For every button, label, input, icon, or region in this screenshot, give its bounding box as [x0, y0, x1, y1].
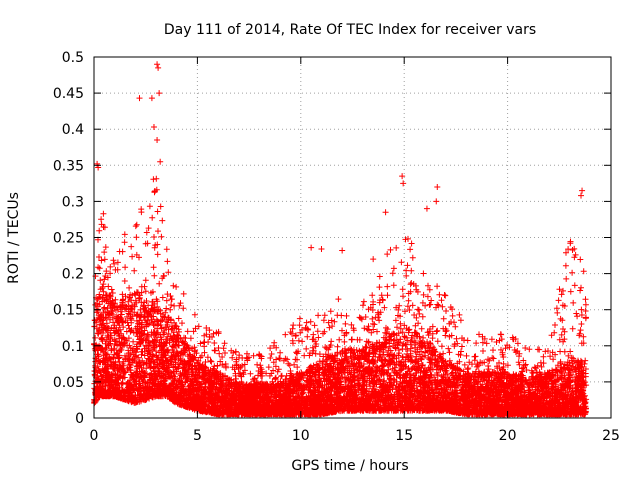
- x-axis-label: GPS time / hours: [291, 458, 408, 474]
- y-tick-label: 0.4: [62, 122, 84, 138]
- data-point: [148, 95, 155, 102]
- data-points: [91, 61, 590, 418]
- data-point: [154, 137, 161, 144]
- data-point: [434, 183, 441, 190]
- data-point: [154, 61, 161, 68]
- x-axis-ticks: 0 5 10 15 20 25: [90, 57, 620, 444]
- y-tick-label: 0.15: [53, 303, 84, 319]
- y-axis-label: ROTI / TECUs: [6, 192, 22, 284]
- y-tick-label: 0.2: [62, 267, 84, 283]
- x-tick-label: 15: [395, 428, 413, 444]
- x-tick-label: 25: [602, 428, 620, 444]
- data-point: [578, 192, 585, 199]
- y-tick-label: 0.25: [53, 231, 84, 247]
- y-tick-label: 0.1: [62, 339, 84, 355]
- data-point: [155, 64, 162, 71]
- data-point: [339, 247, 346, 254]
- y-tick-label: 0.3: [62, 194, 84, 210]
- chart-title: Day 111 of 2014, Rate Of TEC Index for r…: [164, 22, 536, 38]
- data-point: [423, 205, 430, 212]
- data-point: [382, 209, 389, 216]
- y-tick-label: 0.05: [53, 375, 84, 391]
- data-point: [399, 173, 406, 180]
- data-point: [156, 90, 163, 97]
- y-tick-label: 0.45: [53, 86, 84, 102]
- data-point: [433, 198, 440, 205]
- data-point: [157, 158, 164, 165]
- y-tick-label: 0.5: [62, 50, 84, 66]
- data-point: [308, 244, 315, 251]
- data-point: [318, 246, 325, 253]
- data-point: [150, 124, 157, 131]
- data-point: [400, 180, 407, 187]
- x-tick-label: 0: [90, 428, 99, 444]
- data-point: [579, 187, 586, 194]
- y-axis-ticks: 0 0.05 0.1 0.15 0.2 0.25 0.3 0.35 0.4 0.45 0.5: [53, 50, 611, 427]
- data-point: [370, 256, 377, 263]
- y-tick-label: 0: [75, 411, 84, 427]
- y-tick-label: 0.35: [53, 158, 84, 174]
- scatter-cloud: [91, 175, 590, 418]
- x-tick-label: 5: [193, 428, 202, 444]
- x-tick-label: 20: [499, 428, 517, 444]
- data-point: [136, 95, 143, 102]
- x-tick-label: 10: [292, 428, 310, 444]
- data-point: [94, 160, 101, 167]
